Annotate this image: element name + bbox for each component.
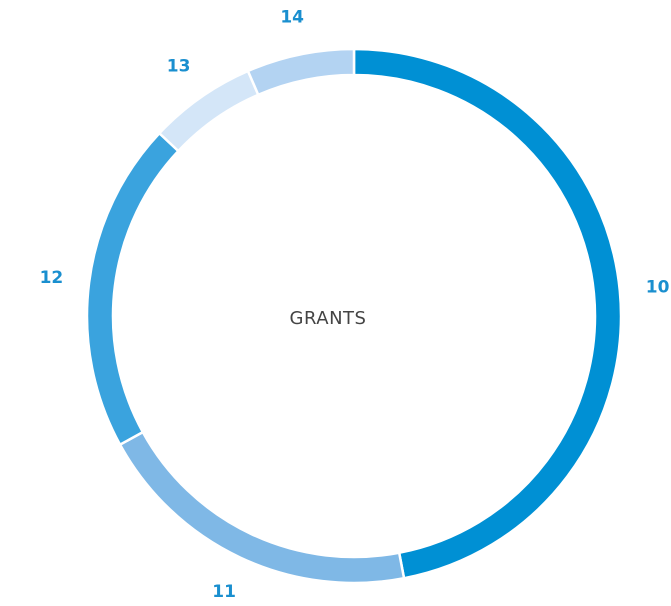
donut-segment [118, 430, 406, 585]
donut-segment [246, 47, 356, 97]
segment-label: 11 [212, 582, 236, 602]
donut-segment [157, 69, 260, 153]
segment-label: 12 [40, 268, 64, 288]
center-label: GRANTS [290, 308, 367, 329]
segment-label: 13 [167, 56, 191, 76]
donut-segment [85, 131, 181, 447]
segment-label: 14 [280, 7, 304, 27]
segment-label: 10 [646, 277, 670, 297]
donut-segment [352, 47, 623, 580]
